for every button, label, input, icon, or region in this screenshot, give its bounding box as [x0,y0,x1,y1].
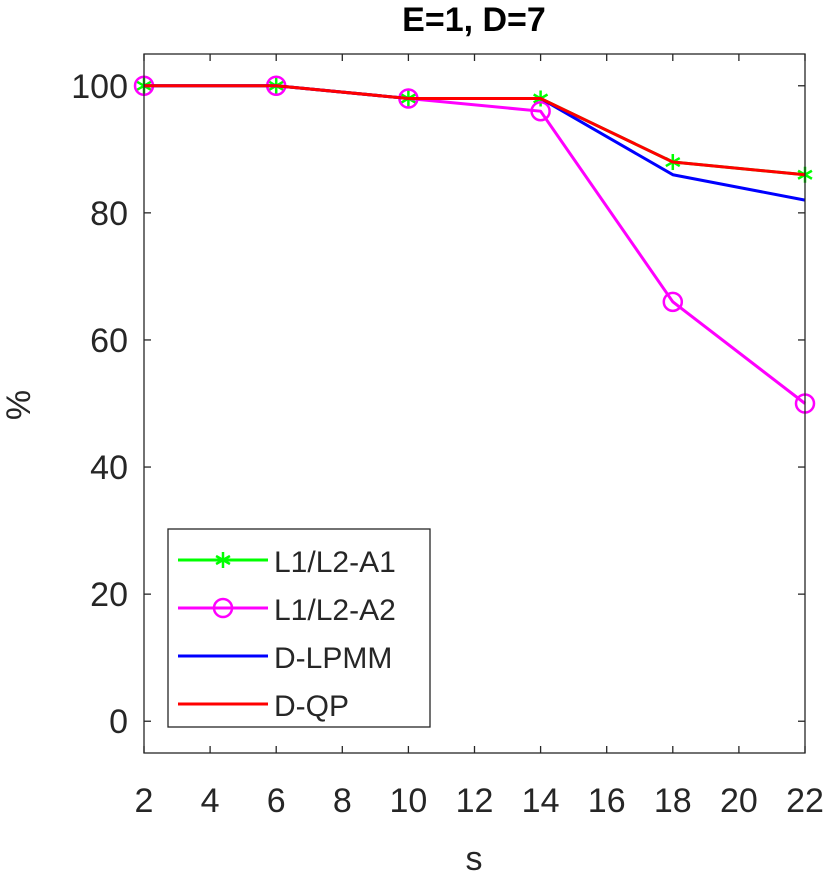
x-tick-label: 20 [720,782,758,820]
series-l1-l2-a2-point [530,100,551,122]
x-tick-label: 14 [522,782,560,820]
legend-item-l1-l2-a1-marker [215,552,231,568]
x-tick-label: 6 [267,782,286,820]
series-d-qp-line [144,84,806,177]
y-tick-label: 40 [90,449,128,487]
y-axis-label: % [0,390,38,420]
y-tick-label: 0 [109,703,128,741]
chart-title: E=1, D=7 [402,1,546,39]
legend-item-l1-l2-a1-label: L1/L2-A1 [274,546,396,579]
legend-item-l1-l2-a2-label: L1/L2-A2 [274,594,396,627]
x-tick-label: 16 [588,782,626,820]
x-axis-label: s [466,840,483,875]
y-tick-label: 100 [71,68,128,106]
legend-item-d-qp-label: D-QP [274,690,349,723]
y-tick-label: 60 [90,322,128,360]
legend: L1/L2-A1 L1/L2-A2 D-LPMM D-QP [167,528,431,728]
plot-frame [143,53,806,754]
x-tick-label: 12 [456,782,494,820]
x-tick-label: 8 [333,782,352,820]
y-tick-label: 20 [90,576,128,614]
series-l1-l2-a2-point [662,291,684,313]
x-tick-label: 2 [135,782,154,820]
y-tick-label: 80 [90,195,128,233]
x-tick-label: 22 [786,782,824,820]
x-tick-label: 4 [201,782,220,820]
legend-item-l1-l2-a2-marker [212,597,234,619]
x-tick-label: 18 [654,782,692,820]
legend-box [167,528,431,728]
x-tick-label: 10 [389,782,427,820]
legend-item-d-lpmm-label: D-LPMM [274,642,392,675]
